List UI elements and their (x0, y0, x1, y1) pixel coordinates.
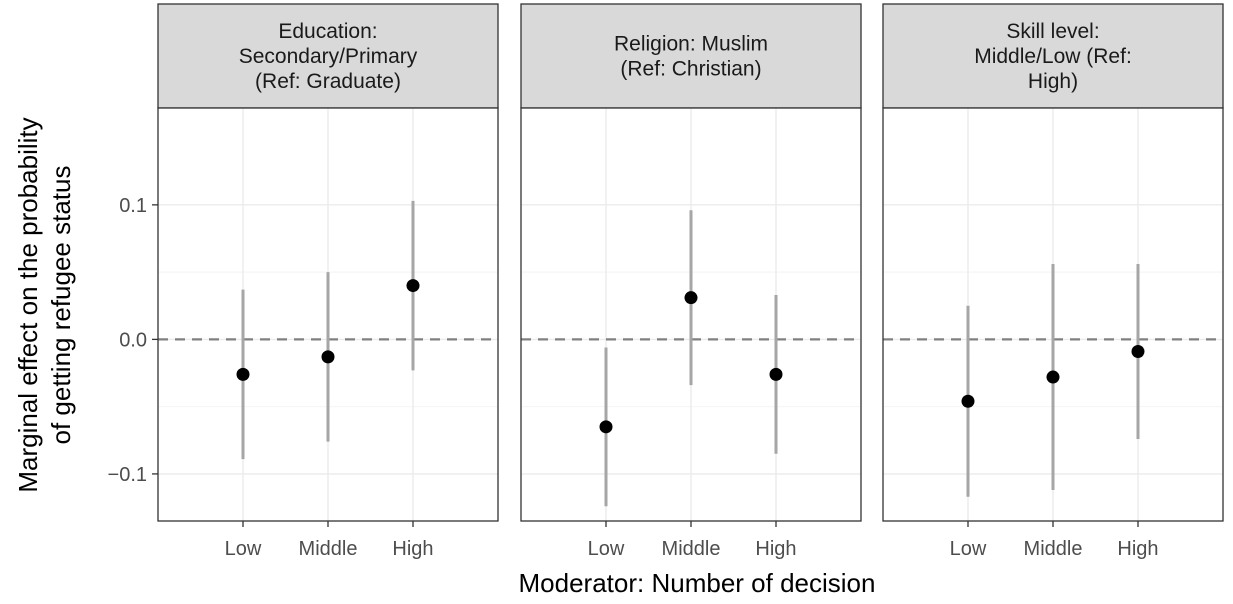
x-tick-label: Middle (662, 538, 721, 560)
x-tick-label: Middle (299, 538, 358, 560)
facet-strip-title: Secondary/Primary (239, 45, 418, 68)
point-estimate (769, 367, 783, 381)
x-tick-label: Low (225, 538, 262, 560)
x-tick-label: Middle (1024, 538, 1083, 560)
facet-strip-title: Middle/Low (Ref: (974, 45, 1132, 68)
point-estimate (1046, 370, 1060, 384)
x-tick-label: High (1117, 538, 1158, 560)
facet-panel: Education:Secondary/Primary(Ref: Graduat… (157, 3, 499, 560)
facet-strip-title: (Ref: Christian) (620, 58, 761, 81)
facet-strip-title: Education: (278, 20, 377, 43)
point-estimate (406, 279, 420, 293)
y-tick-label: −0.1 (108, 464, 147, 486)
facet-strip-title: High) (1028, 70, 1078, 93)
y-axis-title-line-2: of getting refugee status (46, 166, 76, 445)
facet-strip-title: Skill level: (1006, 20, 1099, 43)
facet-strip (520, 3, 862, 109)
x-axis-title: Moderator: Number of decision (519, 568, 876, 598)
point-estimate (1131, 344, 1145, 358)
x-tick-label: Low (950, 538, 987, 560)
x-tick-label: High (392, 538, 433, 560)
facet-strip (157, 3, 499, 109)
y-tick-label: 0.0 (119, 329, 147, 351)
y-tick-label: 0.1 (119, 195, 147, 217)
facet-strip (882, 3, 1224, 109)
facet-panel: Skill level:Middle/Low (Ref:High) Low Midd… (882, 3, 1224, 560)
facet-strip-title: Religion: Muslim (614, 33, 768, 56)
y-axis: −0.1 0.0 0.1 (108, 195, 158, 486)
point-estimate (599, 420, 613, 434)
point-estimate (321, 350, 335, 364)
facet-panel: Religion: Muslim(Ref: Christian) Low Middl… (520, 3, 862, 560)
facet-panels: Education:Secondary/Primary(Ref: Graduat… (157, 3, 1224, 560)
x-tick-label: Low (588, 538, 625, 560)
point-estimate (684, 291, 698, 305)
point-estimate (236, 367, 250, 381)
x-tick-label: High (755, 538, 796, 560)
point-estimate (961, 394, 975, 408)
y-axis-title: Marginal effect on the probability of ge… (13, 117, 76, 492)
facet-strip-title: (Ref: Graduate) (255, 70, 401, 93)
y-axis-title-line-1: Marginal effect on the probability (13, 117, 43, 492)
